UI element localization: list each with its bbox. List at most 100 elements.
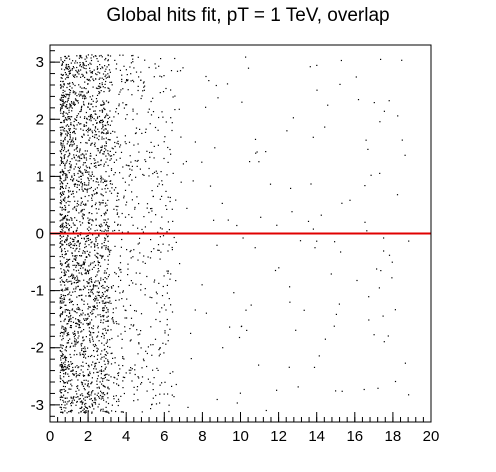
- data-point: [62, 112, 64, 115]
- data-point: [64, 404, 66, 406]
- data-point: [68, 388, 70, 390]
- data-point: [60, 231, 62, 233]
- data-point: [93, 162, 95, 164]
- data-point: [91, 72, 93, 74]
- data-point: [135, 132, 137, 134]
- data-point: [88, 229, 90, 232]
- data-point: [105, 74, 107, 76]
- data-point: [67, 294, 69, 296]
- data-point: [65, 372, 67, 374]
- data-point: [86, 392, 89, 394]
- data-point: [133, 144, 135, 146]
- data-point: [67, 365, 69, 367]
- x-axis: 0 2 4 6 8 10 12 14 16 18 20: [46, 412, 439, 445]
- data-point: [233, 292, 235, 294]
- data-point: [97, 181, 99, 183]
- data-point: [265, 409, 267, 412]
- data-point: [297, 386, 299, 388]
- data-point: [86, 281, 88, 283]
- data-point: [103, 309, 105, 311]
- data-point: [380, 270, 382, 272]
- data-point: [78, 295, 80, 297]
- data-point: [153, 248, 155, 250]
- data-point: [107, 359, 109, 361]
- data-point: [125, 204, 127, 206]
- data-point: [76, 262, 78, 264]
- data-point: [59, 390, 61, 392]
- data-point: [152, 389, 154, 391]
- data-point: [108, 388, 110, 390]
- data-point: [95, 299, 97, 301]
- data-point: [163, 352, 165, 354]
- data-point: [61, 105, 63, 107]
- data-point: [141, 228, 143, 231]
- data-point: [66, 335, 68, 337]
- data-point: [101, 383, 103, 385]
- data-point: [76, 147, 78, 149]
- data-point: [87, 90, 89, 92]
- data-point: [115, 111, 117, 113]
- data-point: [88, 239, 90, 241]
- data-point: [128, 284, 130, 286]
- data-point: [63, 83, 65, 85]
- data-point: [78, 319, 80, 321]
- data-point: [160, 171, 162, 173]
- data-point: [95, 239, 97, 241]
- data-point: [101, 332, 104, 334]
- data-point: [291, 211, 293, 213]
- data-point: [86, 250, 88, 252]
- data-point: [77, 172, 79, 175]
- data-point: [107, 230, 109, 232]
- data-point: [64, 364, 66, 366]
- data-point: [65, 407, 67, 409]
- data-point: [79, 280, 81, 282]
- data-point: [79, 326, 81, 329]
- data-point: [260, 216, 262, 218]
- data-point: [115, 187, 117, 189]
- data-point: [192, 180, 194, 182]
- data-point: [117, 113, 119, 115]
- data-point: [71, 238, 73, 240]
- data-point: [79, 221, 81, 223]
- data-point: [150, 208, 152, 210]
- data-point: [62, 129, 64, 131]
- data-point: [76, 191, 78, 193]
- data-point: [61, 344, 63, 346]
- data-point: [65, 350, 67, 352]
- data-point: [108, 374, 110, 376]
- data-point: [175, 280, 177, 282]
- data-point: [120, 333, 122, 335]
- data-point: [68, 230, 70, 232]
- data-point: [67, 334, 69, 336]
- data-point: [105, 311, 107, 314]
- data-point: [75, 343, 77, 345]
- data-point: [104, 259, 106, 261]
- data-point: [93, 350, 95, 352]
- data-point: [132, 54, 134, 57]
- data-point: [61, 63, 63, 65]
- data-point: [64, 382, 66, 384]
- data-point: [66, 367, 68, 369]
- data-point: [142, 358, 145, 360]
- data-point: [106, 339, 109, 341]
- data-point: [167, 393, 169, 395]
- data-point: [89, 218, 91, 220]
- data-point: [105, 245, 107, 247]
- data-point: [155, 67, 157, 69]
- data-point: [81, 309, 83, 312]
- data-point: [104, 59, 106, 61]
- data-point: [88, 119, 90, 121]
- data-point: [179, 263, 181, 265]
- data-point: [82, 409, 84, 411]
- data-point: [90, 178, 92, 180]
- data-point: [97, 280, 99, 282]
- data-point: [79, 149, 81, 151]
- data-point: [115, 307, 117, 309]
- data-point: [64, 205, 66, 207]
- data-point: [59, 277, 61, 279]
- data-point: [94, 142, 96, 144]
- data-point: [76, 385, 78, 388]
- data-point: [62, 399, 64, 402]
- data-point: [102, 378, 104, 380]
- data-point: [82, 75, 84, 77]
